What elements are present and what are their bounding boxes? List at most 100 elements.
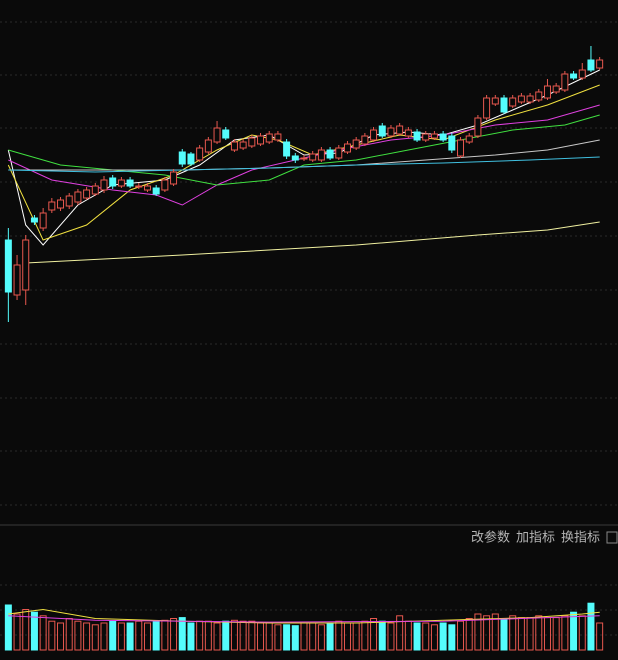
candle-body <box>239 141 247 149</box>
switch-indicator-button[interactable]: 换指标 <box>561 531 600 546</box>
candle-body <box>170 171 178 185</box>
volume-bar <box>317 624 325 651</box>
candle-body <box>500 97 508 113</box>
candle-body <box>474 117 482 137</box>
candle-body <box>100 179 108 191</box>
candle-body <box>387 127 395 137</box>
candle-body <box>65 195 73 207</box>
volume-bar <box>230 619 238 651</box>
volume-bar <box>152 620 160 651</box>
candle-body <box>117 179 125 187</box>
volume-bar <box>39 615 47 651</box>
candle-body <box>526 95 534 103</box>
volume-bar <box>500 618 508 651</box>
candle-body <box>326 149 334 159</box>
candle-body <box>361 135 369 145</box>
volume-bar <box>570 611 578 651</box>
candle-body <box>404 129 412 137</box>
edit-params-button[interactable]: 改参数 <box>471 530 510 546</box>
candle-body <box>274 133 282 141</box>
candle-body <box>152 187 160 195</box>
volume-bar <box>100 622 108 651</box>
volume-bar <box>109 620 117 651</box>
candle-body <box>204 139 212 153</box>
volume-bar <box>91 624 99 651</box>
candle-body <box>187 153 195 165</box>
candle-body <box>57 199 65 209</box>
candle-body <box>587 59 595 71</box>
candle-body <box>309 153 317 161</box>
volume-bar <box>509 615 517 651</box>
candle-body <box>74 191 82 203</box>
volume-bar <box>13 613 21 651</box>
candle-body <box>213 127 221 143</box>
candle-body <box>439 133 447 141</box>
volume-bar <box>578 615 586 651</box>
volume-bar <box>213 622 221 651</box>
candle-body <box>509 97 517 107</box>
volume-bar <box>117 622 125 651</box>
candle-body <box>300 157 308 160</box>
candle-body <box>552 85 560 93</box>
moving-average-line <box>8 615 600 623</box>
moving-average-line <box>8 608 600 624</box>
volume-bar <box>535 615 543 651</box>
candle-body <box>317 149 325 161</box>
candle-body <box>48 201 56 211</box>
volume-bar <box>422 622 430 651</box>
volume-bar <box>491 613 499 651</box>
candle-body <box>422 133 430 141</box>
volume-bar <box>387 622 395 651</box>
grid <box>0 21 618 636</box>
volume-bar <box>187 622 195 651</box>
volume-bar <box>178 617 186 651</box>
volume-bar <box>170 618 178 651</box>
candle-body <box>396 125 404 135</box>
volume-bar <box>474 613 482 651</box>
volume-bar <box>74 620 82 651</box>
candle-body <box>91 185 99 195</box>
volume-bar <box>326 622 334 651</box>
volume-bar <box>448 624 456 651</box>
expand-button[interactable] <box>606 531 618 544</box>
candle-body <box>248 137 256 147</box>
candle-body <box>335 147 343 159</box>
volume-bar <box>126 622 134 651</box>
volume-bar <box>239 620 247 651</box>
volume-bar <box>396 615 404 651</box>
volume-bar <box>274 624 282 651</box>
candle-body <box>465 135 473 143</box>
candle-body <box>39 212 47 229</box>
candle-body <box>570 73 578 79</box>
candle-body <box>448 135 456 151</box>
add-indicator-button[interactable]: 加指标 <box>516 531 555 546</box>
candle-body <box>578 69 586 79</box>
candle-body <box>230 141 238 151</box>
candle-body <box>161 179 169 191</box>
volume-bar <box>483 615 491 651</box>
candle-body <box>196 147 204 161</box>
candle-body <box>109 177 117 187</box>
volume-bar <box>22 609 30 651</box>
candle-body <box>4 239 12 293</box>
volume-bar <box>430 624 438 651</box>
candle-body <box>283 141 291 157</box>
volume-bar <box>57 622 65 651</box>
moving-average-line <box>8 156 600 173</box>
candle-body <box>291 155 299 161</box>
candle-body <box>30 217 38 223</box>
candle-body <box>491 97 499 105</box>
volume-bar <box>439 622 447 651</box>
volume-bar <box>596 622 604 651</box>
candle-body <box>370 129 378 141</box>
candle-body <box>222 129 230 139</box>
candle-body <box>265 133 273 143</box>
candle-body <box>143 185 151 191</box>
moving-average-line <box>25 221 600 264</box>
volume-bar <box>48 620 56 651</box>
volume-bar <box>83 622 91 651</box>
candle-body <box>517 95 525 103</box>
candle-body <box>543 85 551 99</box>
candle-body <box>430 133 438 139</box>
